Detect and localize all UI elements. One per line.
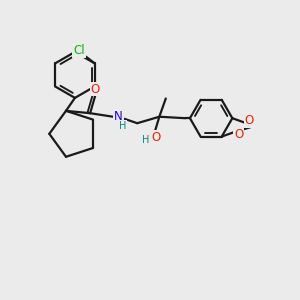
Text: O: O [91, 82, 100, 96]
Text: N: N [114, 110, 123, 123]
Text: H: H [119, 121, 126, 130]
Text: O: O [152, 131, 161, 144]
Text: Cl: Cl [74, 44, 85, 57]
Text: H: H [142, 135, 149, 145]
Text: O: O [244, 114, 254, 127]
Text: O: O [234, 128, 243, 141]
